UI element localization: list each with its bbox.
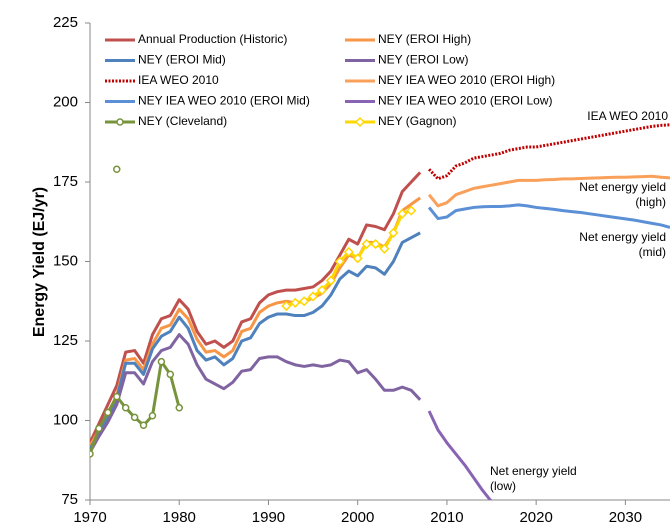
- point: [379, 243, 390, 254]
- point: [157, 357, 166, 366]
- x-tick-label: 1990: [252, 509, 285, 526]
- point: [299, 296, 310, 307]
- y-axis-label: Energy Yield (EJ/yr): [31, 187, 48, 337]
- point: [343, 246, 354, 258]
- series-line: [427, 203, 670, 229]
- x-tick-label: 2000: [341, 509, 374, 526]
- point: [90, 450, 94, 458]
- point: [361, 238, 372, 250]
- point: [139, 421, 148, 430]
- y-tick-label: 125: [53, 332, 78, 349]
- x-tick-label: 2010: [430, 509, 463, 526]
- point: [121, 404, 130, 412]
- point: [104, 408, 112, 417]
- series-line: [427, 174, 670, 208]
- point: [175, 404, 183, 412]
- point: [290, 297, 301, 308]
- legend-label: IEA WEO 2010: [138, 73, 219, 87]
- legend-label: NEY (Cleveland): [138, 114, 227, 128]
- legend-marker: [116, 118, 124, 126]
- plot-area: [90, 123, 670, 500]
- series-line: [90, 171, 422, 444]
- point: [308, 291, 319, 302]
- point: [370, 238, 381, 250]
- annotation: IEA WEO 2010: [587, 109, 668, 123]
- annotation: (high): [635, 195, 666, 209]
- series-line: [90, 231, 421, 450]
- y-tick-label: 150: [53, 252, 78, 269]
- legend-label: NEY (Gagnon): [378, 114, 457, 128]
- annotation: (low): [490, 479, 516, 493]
- annotation: Net energy yield: [490, 464, 577, 478]
- point: [166, 370, 175, 379]
- point: [406, 205, 417, 216]
- y-tick-label: 75: [61, 491, 78, 508]
- annotation: Net energy yield: [579, 230, 666, 244]
- series-line: [90, 360, 181, 455]
- series-line: [427, 123, 670, 181]
- series-line: [285, 209, 412, 308]
- x-tick-label: 1970: [73, 509, 106, 526]
- legend-label: NEY IEA WEO 2010 (EROI Low): [378, 94, 553, 108]
- point: [281, 300, 292, 312]
- series-line: [427, 410, 493, 500]
- series-line: [90, 196, 422, 447]
- legend-label: Annual Production (Historic): [138, 32, 287, 46]
- point: [325, 275, 336, 286]
- y-tick-label: 200: [53, 93, 78, 110]
- point: [388, 227, 399, 238]
- series-line: [90, 333, 422, 454]
- y-tick-label: 225: [53, 14, 78, 31]
- outlier-point: [113, 165, 121, 174]
- point: [352, 253, 363, 264]
- legend-label: NEY (EROI High): [378, 32, 471, 46]
- annotation: Net energy yield: [579, 180, 666, 194]
- x-tick-label: 2030: [609, 509, 642, 526]
- legend-label: NEY IEA WEO 2010 (EROI High): [378, 73, 555, 87]
- point: [113, 392, 121, 401]
- legend-label: NEY (EROI Low): [378, 53, 468, 67]
- y-tick-label: 100: [53, 411, 78, 428]
- annotation: (mid): [639, 245, 666, 259]
- point: [95, 424, 103, 433]
- legend-label: NEY IEA WEO 2010 (EROI Mid): [138, 94, 310, 108]
- y-tick-label: 175: [53, 173, 78, 190]
- x-tick-label: 1980: [163, 509, 196, 526]
- x-tick-label: 2020: [519, 509, 552, 526]
- point: [397, 208, 408, 219]
- point: [334, 256, 345, 267]
- point: [148, 411, 157, 420]
- legend-label: NEY (EROI Mid): [138, 53, 226, 67]
- point: [130, 413, 139, 422]
- legend-marker: [354, 116, 366, 128]
- point: [316, 285, 328, 296]
